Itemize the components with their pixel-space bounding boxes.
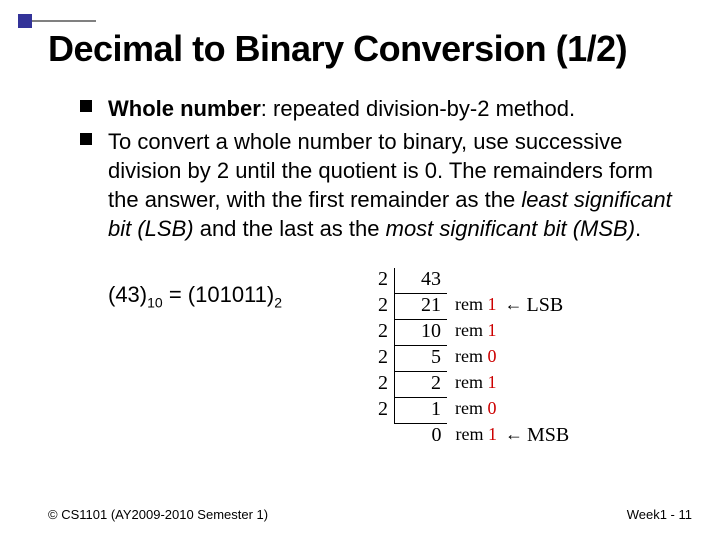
- divisor: 2: [364, 320, 394, 343]
- bullet-2-a: To convert a whole number to binary, use: [108, 129, 515, 154]
- remainder: rem 1: [447, 372, 496, 393]
- dividend: 5: [394, 346, 447, 372]
- remainder: rem 1: [447, 320, 496, 341]
- accent-block: [18, 14, 32, 28]
- bullet-1-rest: : repeated division-by-2 method.: [261, 96, 575, 121]
- dividend: 21: [394, 294, 447, 320]
- arrow-left-icon: ←: [496, 294, 522, 315]
- bullet-2: To convert a whole number to binary, use…: [80, 127, 680, 243]
- accent-line: [32, 20, 96, 22]
- divisor: 2: [364, 346, 394, 369]
- example-lhs-sub: 10: [147, 294, 163, 310]
- bullet-2-e: and the last as the: [194, 216, 386, 241]
- bit-label: MSB: [523, 424, 569, 447]
- example-rhs: (101011): [188, 282, 274, 307]
- body: Whole number: repeated division-by-2 met…: [80, 94, 680, 247]
- division-table: 243221rem 1←LSB210rem 125rem 022rem 121r…: [364, 268, 569, 450]
- remainder: rem 1: [447, 294, 496, 315]
- footer-left: © CS1101 (AY2009-2010 Semester 1): [48, 507, 268, 522]
- division-row: 221rem 1←LSB: [364, 294, 569, 320]
- example-eq: =: [163, 282, 188, 307]
- division-row: 25rem 0: [364, 346, 569, 372]
- example-rhs-sub: 2: [274, 294, 282, 310]
- dividend: 0: [394, 424, 448, 449]
- example-lhs: (43): [108, 282, 147, 307]
- division-row: 21rem 0: [364, 398, 569, 424]
- example-equation: (43)10 = (101011)2: [108, 282, 282, 310]
- remainder: rem 0: [447, 398, 496, 419]
- remainder: rem 0: [447, 346, 496, 367]
- bullet-icon: [80, 100, 92, 112]
- bullet-2-f: most significant bit (MSB): [386, 216, 635, 241]
- division-row: 243: [364, 268, 569, 294]
- divisor: 2: [364, 398, 394, 421]
- bullet-icon: [80, 133, 92, 145]
- bullet-2-g: .: [635, 216, 641, 241]
- division-row: 210rem 1: [364, 320, 569, 346]
- dividend: 2: [394, 372, 447, 398]
- divisor: 2: [364, 268, 394, 291]
- dividend: 43: [394, 268, 447, 294]
- slide: Decimal to Binary Conversion (1/2) Whole…: [0, 0, 720, 540]
- division-row: 22rem 1: [364, 372, 569, 398]
- bullet-1-bold: Whole number: [108, 96, 261, 121]
- footer-right: Week1 - 11: [627, 507, 692, 522]
- arrow-left-icon: ←: [497, 424, 523, 445]
- dividend: 10: [394, 320, 447, 346]
- divisor: 2: [364, 294, 394, 317]
- dividend: 1: [394, 398, 447, 424]
- bullet-1: Whole number: repeated division-by-2 met…: [80, 94, 680, 123]
- remainder: rem 1: [448, 424, 497, 445]
- bit-label: LSB: [522, 294, 563, 317]
- divisor: 2: [364, 372, 394, 395]
- division-row: 0rem 1←MSB: [364, 424, 569, 450]
- slide-title: Decimal to Binary Conversion (1/2): [48, 28, 710, 70]
